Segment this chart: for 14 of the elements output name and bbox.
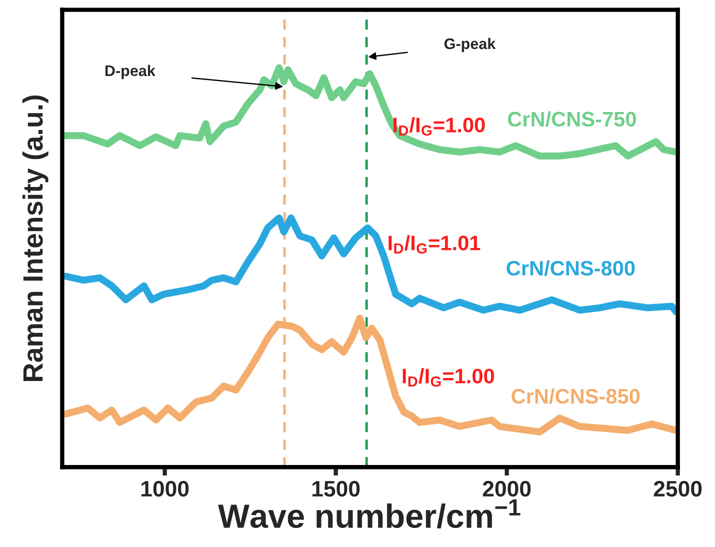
y-axis-title: Raman Intensity (a.u.)	[22, 96, 48, 381]
annotation: I$_{D}$/I$_{G}$=1.00	[402, 368, 494, 387]
x-tick-label: 2000	[482, 480, 531, 497]
annotation: I$_{D}$/I$_{G}$=1.01	[388, 235, 480, 254]
x-tick-label: 1500	[312, 480, 360, 497]
annotation: D-peak	[105, 64, 156, 80]
annotation: I$_{D}$/I$_{G}$=1.00	[394, 117, 485, 136]
series-label: CrN/CNS-750	[508, 111, 636, 127]
x-axis-title: Wave number/cm$^{−1}$	[218, 499, 520, 528]
x-tick-label: 2500	[654, 480, 702, 497]
series-label: CrN/CNS-800	[506, 260, 635, 276]
x-tick-label: 1000	[141, 480, 189, 497]
text: G-peak	[444, 38, 496, 52]
series-label: CrN/CNS-850	[512, 388, 640, 404]
